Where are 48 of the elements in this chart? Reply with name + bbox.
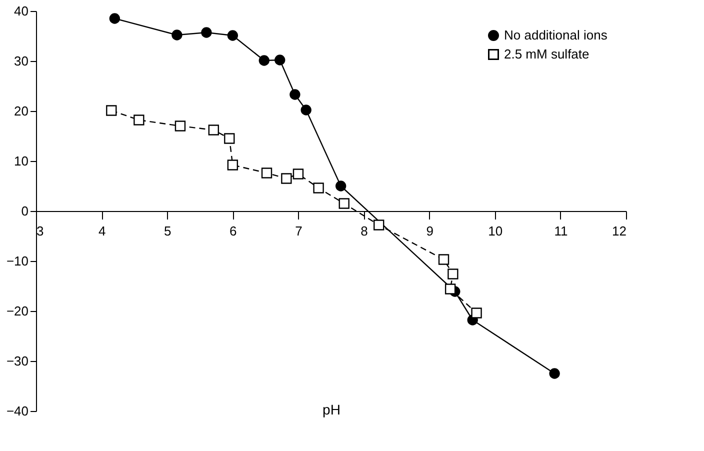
x-tick-label: 5 bbox=[164, 224, 172, 238]
y-tick-label: −10 bbox=[6, 254, 28, 268]
point bbox=[290, 89, 300, 100]
x-tick-label: 4 bbox=[98, 224, 106, 238]
y-tick-label: 0 bbox=[21, 204, 28, 218]
y-tick-label: 30 bbox=[14, 54, 28, 68]
point bbox=[201, 27, 212, 38]
point bbox=[338, 198, 350, 209]
point bbox=[374, 220, 384, 230]
point bbox=[208, 124, 219, 136]
y-tick-label: 20 bbox=[14, 104, 28, 118]
x-tick-label: 10 bbox=[488, 224, 503, 238]
point bbox=[109, 13, 120, 24]
point bbox=[106, 105, 117, 116]
point bbox=[227, 30, 238, 41]
point bbox=[335, 180, 346, 192]
point bbox=[174, 120, 186, 132]
x-tick-label: 11 bbox=[554, 224, 568, 238]
x-tick-label: 9 bbox=[426, 224, 434, 238]
point bbox=[281, 173, 292, 184]
x-tick-label: 3 bbox=[36, 224, 44, 238]
legend-label: No additional ions bbox=[504, 28, 608, 42]
point bbox=[227, 160, 238, 170]
x-tick-label: 12 bbox=[612, 224, 626, 238]
y-tick-label: −40 bbox=[6, 404, 28, 418]
point bbox=[444, 284, 456, 294]
y-tick-label: 40 bbox=[14, 4, 28, 18]
point bbox=[448, 268, 458, 280]
point bbox=[300, 104, 312, 116]
point bbox=[471, 308, 482, 318]
legend-label: 2.5 mM sulfate bbox=[504, 46, 590, 62]
y-tick-label: 10 bbox=[14, 154, 28, 168]
point bbox=[261, 168, 272, 178]
point bbox=[258, 55, 270, 66]
y-tick-label: −20 bbox=[6, 304, 28, 318]
x-tick-label: 7 bbox=[295, 224, 302, 238]
point bbox=[313, 182, 324, 194]
x-tick-label: 8 bbox=[360, 224, 368, 238]
point bbox=[224, 133, 235, 144]
point bbox=[549, 368, 560, 379]
point bbox=[172, 30, 182, 40]
x-tick-label: 6 bbox=[230, 224, 237, 238]
point bbox=[134, 114, 144, 126]
x-axis-title: pH bbox=[322, 402, 340, 418]
point bbox=[438, 254, 450, 265]
point bbox=[292, 168, 304, 180]
y-tick-label: −30 bbox=[6, 354, 28, 368]
point bbox=[274, 54, 286, 66]
